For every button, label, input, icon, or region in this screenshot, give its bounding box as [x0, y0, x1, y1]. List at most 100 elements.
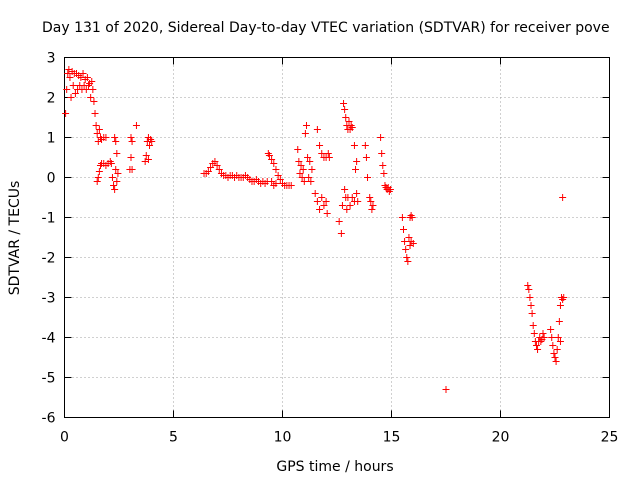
data-point	[547, 326, 555, 333]
data-point	[554, 334, 562, 341]
data-point	[313, 198, 321, 205]
data-point	[95, 126, 103, 133]
data-point	[399, 226, 407, 233]
data-point	[324, 150, 332, 157]
plot-frame	[64, 57, 610, 418]
y-tick-label: 1	[47, 131, 56, 147]
y-tick-label: -1	[42, 211, 56, 227]
data-point	[91, 110, 99, 117]
data-point	[127, 154, 135, 161]
data-point	[213, 162, 221, 169]
y-tick-label: -4	[42, 331, 56, 347]
x-tick-label: 25	[601, 430, 619, 446]
data-point	[95, 168, 103, 175]
y-tick-label: -6	[42, 411, 56, 427]
data-point	[320, 202, 328, 209]
data-point	[272, 180, 280, 187]
x-tick-label: 0	[60, 430, 69, 446]
data-point	[113, 178, 121, 185]
data-point	[409, 240, 417, 247]
data-point	[294, 146, 302, 153]
y-tick-label: 2	[47, 91, 56, 107]
data-point	[114, 170, 122, 177]
y-tick-label: 0	[47, 171, 56, 187]
data-point	[337, 230, 345, 237]
data-point	[146, 142, 154, 149]
data-point	[555, 318, 563, 325]
data-point	[211, 158, 219, 165]
data-point	[560, 294, 568, 301]
data-point	[527, 302, 535, 309]
data-point	[270, 160, 278, 167]
data-point	[90, 98, 98, 105]
data-point	[348, 194, 356, 201]
data-point	[350, 142, 358, 149]
y-axis-label: SDTVAR / TECUs	[7, 181, 23, 296]
data-point	[62, 110, 70, 117]
data-point	[362, 154, 370, 161]
data-point	[335, 218, 343, 225]
y-tick-label: -2	[42, 251, 56, 267]
data-point	[132, 122, 140, 129]
data-point	[530, 330, 538, 337]
data-point	[549, 342, 557, 349]
data-point	[353, 158, 361, 165]
data-point	[112, 166, 120, 173]
data-point	[92, 122, 100, 129]
data-point	[89, 86, 97, 93]
data-point	[528, 310, 536, 317]
data-point	[311, 190, 319, 197]
data-point	[207, 164, 215, 171]
data-point	[308, 166, 316, 173]
data-point	[539, 330, 547, 337]
data-point	[107, 160, 115, 167]
data-point	[313, 126, 321, 133]
data-point	[127, 134, 135, 141]
data-point	[79, 70, 87, 77]
data-point	[276, 176, 284, 183]
chart-title: Day 131 of 2020, Sidereal Day-to-day VTE…	[42, 20, 610, 36]
x-tick-label: 10	[274, 430, 292, 446]
data-point	[111, 186, 119, 193]
data-point	[102, 134, 110, 141]
data-point	[525, 286, 533, 293]
data-point	[71, 90, 79, 97]
data-point	[301, 130, 309, 137]
data-point	[377, 134, 385, 141]
data-point	[69, 82, 77, 89]
data-point	[304, 154, 312, 161]
data-point	[128, 138, 136, 145]
data-point	[296, 170, 304, 177]
data-point	[338, 202, 346, 209]
data-point	[215, 166, 223, 173]
data-point	[318, 194, 326, 201]
data-point	[87, 94, 95, 101]
data-point	[345, 118, 353, 125]
data-point	[128, 166, 136, 173]
data-point	[299, 166, 307, 173]
data-point	[108, 174, 116, 181]
data-point	[204, 168, 212, 175]
data-point	[532, 342, 540, 349]
y-tick-label: 3	[47, 51, 56, 67]
data-point	[368, 206, 376, 213]
data-point	[148, 138, 156, 145]
data-point	[352, 166, 360, 173]
y-tick-label: -3	[42, 291, 56, 307]
data-point	[380, 170, 388, 177]
data-point	[111, 134, 119, 141]
data-point	[307, 178, 315, 185]
data-point	[404, 258, 412, 265]
data-point	[529, 322, 537, 329]
data-point	[64, 70, 72, 77]
data-point	[318, 150, 326, 157]
data-points	[62, 66, 568, 393]
data-point	[408, 214, 416, 221]
data-point	[144, 156, 152, 163]
data-point	[112, 138, 120, 145]
x-tick-label: 20	[492, 430, 510, 446]
data-point	[63, 86, 71, 93]
data-point	[113, 150, 121, 157]
